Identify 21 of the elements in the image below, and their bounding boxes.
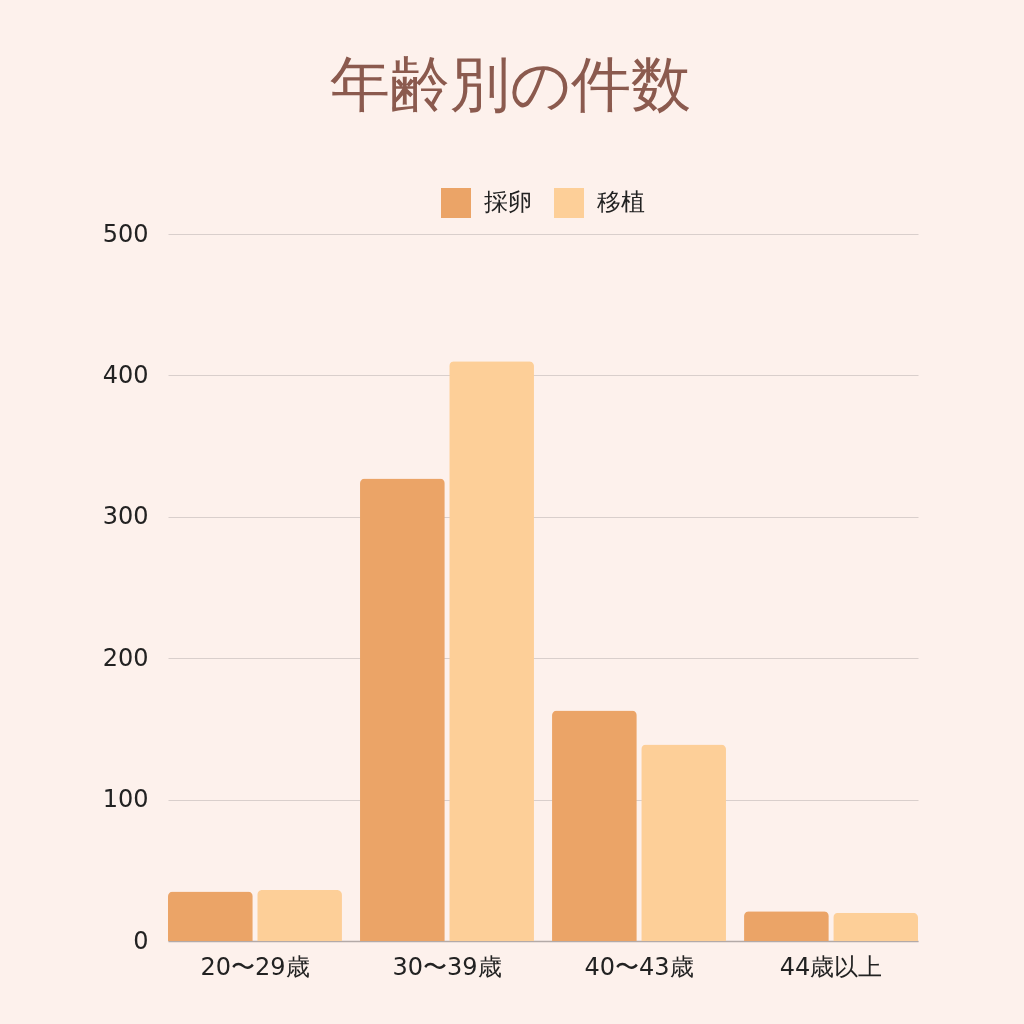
bar: [833, 912, 918, 941]
y-tick-label: 0: [133, 926, 149, 955]
x-tick-label: 44歳以上: [779, 952, 883, 981]
legend-label: 移植: [597, 188, 645, 216]
bar: [641, 744, 726, 941]
bar: [449, 361, 534, 941]
chart-title: 年齢別の件数: [329, 49, 691, 119]
x-tick-label: 20〜29歳: [200, 952, 310, 981]
bar: [744, 911, 829, 941]
bar: [168, 891, 253, 941]
y-tick-label: 200: [102, 643, 149, 672]
y-tick-label: 100: [102, 785, 149, 814]
legend-label: 採卵: [484, 188, 532, 216]
x-tick-label: 40〜43歳: [584, 952, 694, 981]
y-tick-label: 500: [102, 219, 149, 248]
y-tick-label: 300: [102, 502, 149, 531]
bar: [552, 710, 637, 941]
bar: [360, 478, 445, 941]
bar: [257, 890, 342, 941]
x-tick-label: 30〜39歳: [392, 952, 502, 981]
y-tick-label: 400: [102, 360, 149, 389]
